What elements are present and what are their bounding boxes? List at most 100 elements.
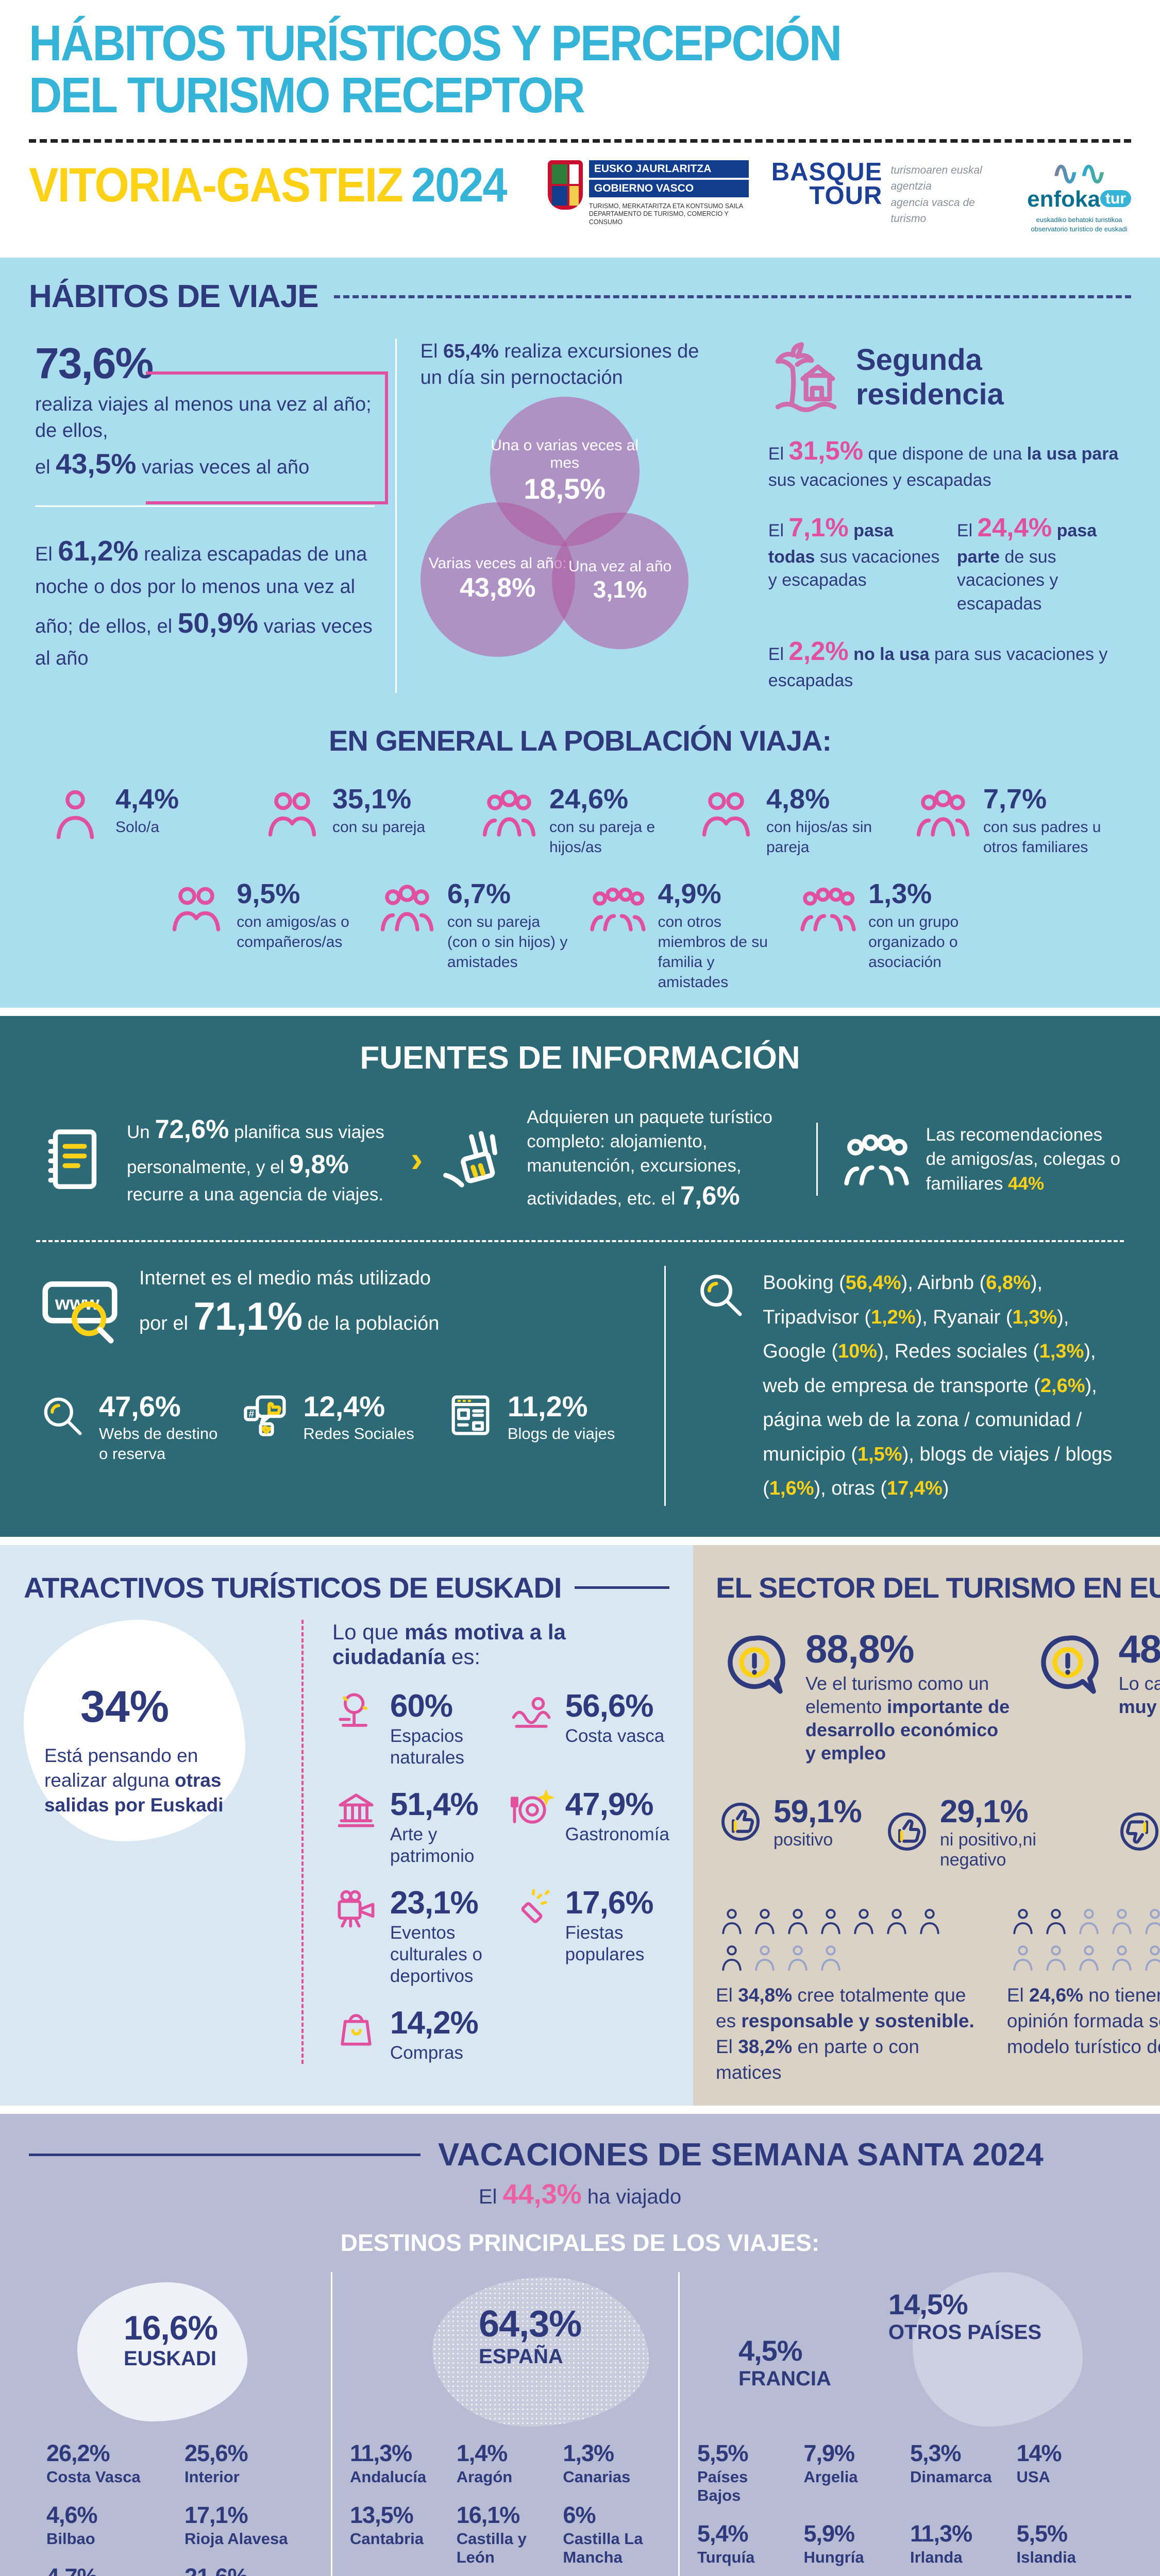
- attraction-icon: [332, 1688, 380, 1735]
- habitos-title: HÁBITOS DE VIAJE: [29, 279, 319, 314]
- section-sector-turismo: EL SECTOR DEL TURISMO EN EUSKADI 88,8%Ve…: [693, 1545, 1160, 2106]
- gv-line1: EUSKO JAURLARITZA: [589, 160, 749, 178]
- motiva-item: 23,1% Eventos culturales o deportivos: [332, 1885, 492, 1987]
- destination-item: 5,5% Países Bajos: [697, 2440, 795, 2504]
- destination-item: 26,2% Costa Vasca: [46, 2440, 175, 2486]
- exclamation-bubble-icon: [716, 1627, 793, 1704]
- opinion-positivo: 59,1% positivo: [716, 1793, 862, 1850]
- gobierno-vasco-logo: EUSKO JAURLARITZA GOBIERNO VASCO Turismo…: [548, 160, 749, 227]
- person-group-icon: [695, 783, 757, 845]
- motiva-pct: 60%: [390, 1688, 453, 1724]
- destination-label: Interior: [184, 2468, 240, 2486]
- frequency-venn-diagram: Una o varias veces al mes 18,5% Varias ve…: [420, 396, 709, 665]
- europa-map-shape: [913, 2272, 1083, 2427]
- atractivos-title: ATRACTIVOS TURÍSTICOS DE EUSKADI: [24, 1571, 562, 1604]
- venn-circle-una: Una vez al año 3,1%: [551, 512, 688, 649]
- attraction-icon: [508, 1786, 555, 1834]
- friends-group-icon: [840, 1123, 913, 1195]
- destination-pct: 4,7%: [46, 2564, 98, 2576]
- destination-item: 11,3% Irlanda: [910, 2520, 1007, 2567]
- gv-sub1: Turismo, Merkataritza eta Kontsumo Saila: [589, 202, 744, 210]
- person-group-icon: [165, 878, 227, 940]
- motiva-label: Eventos culturales o deportivos: [390, 1922, 482, 1986]
- destination-label: Castilla La Mancha: [563, 2530, 643, 2566]
- destination-label: Bilbao: [46, 2530, 95, 2548]
- motiva-title: Lo que más motiva a la ciudadanía es:: [332, 1619, 566, 1669]
- otros-paises-pct: 14,5% OTROS PAÍSES: [888, 2288, 1041, 2344]
- travel-companion-item: 35,1% con su pareja: [261, 783, 465, 857]
- magnifier-icon: [36, 1389, 88, 1441]
- paquete-block: › Adquieren un paquete turístico complet…: [410, 1107, 772, 1210]
- segunda-residencia-column: Segunda residencia El 31,5% que dispone …: [768, 338, 1131, 693]
- attraction-icon: [508, 1688, 555, 1735]
- destination-label: Turquía: [697, 2548, 755, 2566]
- salidas-pct: 34%: [80, 1682, 170, 1732]
- travel-companion-item: 7,7% con sus padres u otros familiares: [912, 783, 1116, 857]
- attraction-icon: [332, 1786, 380, 1834]
- destination-item: 1,4% Aragón: [457, 2440, 554, 2486]
- euskadi-destinos-list: 26,2% Costa Vasca 25,6% Interior 4,6% Bi…: [46, 2440, 313, 2576]
- thumb-neutral-icon: [882, 1807, 932, 1856]
- person-group-icon: [44, 783, 106, 845]
- white-divider: [35, 505, 375, 507]
- city-name: VITORIA-GASTEIZ: [29, 157, 404, 212]
- person-group-icon: [478, 783, 540, 845]
- destination-pct: 14%: [1016, 2440, 1062, 2467]
- person-group-icon: [912, 783, 974, 845]
- motiva-list: 60% Espacios naturales 56,6% Costa vasca 5…: [332, 1688, 669, 2064]
- enfokatur-logo: ∿∿ enfoka tur euskadiko behatoki turistik…: [1027, 157, 1131, 234]
- destination-pct: 17,1%: [184, 2502, 248, 2529]
- motiva-pct: 23,1%: [390, 1885, 479, 1921]
- destination-item: 13,5% Cantabria: [350, 2502, 447, 2566]
- destination-pct: 5,5%: [697, 2440, 749, 2467]
- internet-text-3: de la población: [307, 1312, 440, 1334]
- canal-webs: 47,6% Webs de destino o reserva: [36, 1389, 225, 1464]
- destination-pct: 21,6%: [184, 2564, 248, 2576]
- destination-item: 16,1% Castilla y León: [457, 2502, 554, 2566]
- travel-companion-item: 6,7% con su pareja (con o sin hijos) y am…: [376, 878, 574, 992]
- destination-label: Rioja Alavesa: [184, 2530, 288, 2548]
- destination-pct: 11,3%: [350, 2440, 412, 2467]
- destination-label: Irlanda: [910, 2548, 963, 2566]
- section-atractivos-euskadi: ATRACTIVOS TURÍSTICOS DE EUSKADI 34% Est…: [0, 1545, 693, 2106]
- destination-pct: 1,3%: [563, 2440, 614, 2467]
- espana-map-shape: [432, 2277, 649, 2427]
- canal-redes: 12,4% Redes Sociales: [240, 1389, 429, 1464]
- opinion-neutro: 29,1% ni positivo,ni negativo: [882, 1793, 1094, 1870]
- header-dashed-divider: [29, 139, 1131, 143]
- blog-page-icon: [445, 1389, 496, 1441]
- companion-label: con sus padres u otros familiares: [983, 818, 1101, 856]
- destination-item: 25,6% Interior: [184, 2440, 313, 2486]
- page-title: HÁBITOS TURÍSTICOS Y PERCEPCIÓN DEL TURI…: [29, 15, 842, 123]
- companion-pct: 4,8%: [766, 783, 830, 815]
- header: HÁBITOS TURÍSTICOS Y PERCEPCIÓN DEL TURI…: [0, 0, 1160, 258]
- stat-73-num: 73,6%: [35, 339, 154, 387]
- poblacion-row-1: 4,4% Solo/a 35,1% con su pareja 24,6% con s…: [29, 783, 1131, 857]
- destination-label: USA: [1016, 2468, 1050, 2486]
- motiva-label: Costa vasca: [565, 1725, 665, 1746]
- logos: EUSKO JAURLARITZA GOBIERNO VASCO Turismo…: [548, 157, 1131, 234]
- habitos-left-column: 73,6% realiza viajes al menos una vez al…: [29, 338, 388, 693]
- espana-destinos-list: 11,3% Andalucía 1,4% Aragón 1,3% Canaria…: [350, 2440, 661, 2576]
- palm-house-icon: [768, 338, 844, 416]
- motiva-pct: 17,6%: [565, 1885, 654, 1921]
- destination-pct: 16,1%: [456, 2502, 520, 2529]
- habitos-middle-column: El 65,4% realiza excursiones de un día s…: [395, 338, 748, 693]
- destination-pct: 25,6%: [184, 2440, 248, 2467]
- segunda-item-4: El 2,2% no la usa para sus vacaciones y …: [768, 636, 1108, 691]
- semana-rule: [29, 2154, 421, 2157]
- www-magnifier-icon: [36, 1266, 124, 1353]
- segunda-item-1: El 31,5% que dispone de una la usa para …: [768, 436, 1119, 490]
- venn-circle-varias: Varias veces al año: 43,8%: [420, 502, 575, 657]
- exclamation-bubble-icon: [1029, 1627, 1106, 1704]
- semana-title: VACACIONES DE SEMANA SANTA 2024: [438, 2137, 1044, 2173]
- attraction-icon: [332, 2005, 380, 2052]
- attraction-icon: [332, 1885, 380, 1932]
- person-group-icon: [797, 878, 859, 940]
- segunda-item-2: El 7,1% pasa todas sus vacaciones y esca…: [768, 512, 940, 590]
- motiva-pct: 14,2%: [390, 2005, 479, 2041]
- person-group-icon: [376, 878, 438, 940]
- destination-pct: 1,4%: [456, 2440, 508, 2467]
- webs-list-text: Booking (56,4%), Airbnb (6,8%), Tripadvi…: [763, 1272, 1113, 1500]
- ef-sub2: observatorio turístico de euskadi: [1031, 225, 1128, 233]
